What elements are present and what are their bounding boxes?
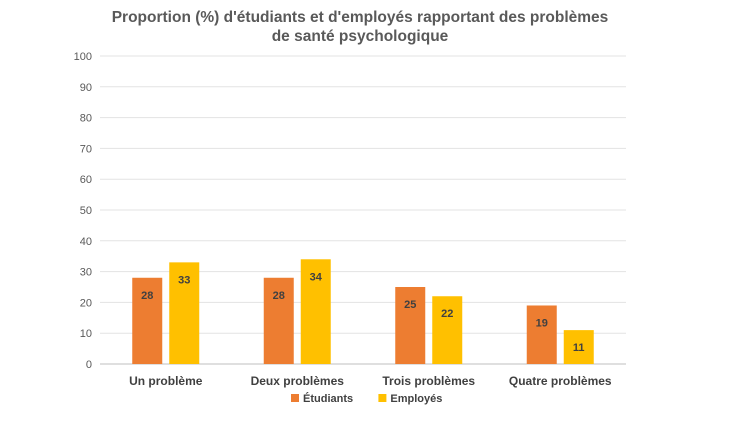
legend-swatch: [378, 394, 387, 402]
bar-employes: [563, 330, 594, 364]
y-tick-label: 30: [80, 267, 92, 279]
y-tick-label: 50: [80, 205, 92, 217]
chart-title: Proportion (%) d'étudiants et d'employés…: [100, 8, 620, 46]
data-label: 34: [310, 271, 323, 283]
legend-label: Employés: [390, 393, 442, 405]
bar-etudiants: [132, 277, 163, 364]
bar-employes: [169, 262, 200, 364]
data-label: 28: [141, 290, 153, 302]
x-tick-label: Quatre problèmes: [509, 374, 612, 388]
legend-swatch: [291, 394, 299, 402]
y-tick-label: 10: [80, 328, 92, 340]
data-label: 22: [441, 308, 453, 320]
y-tick-label: 70: [80, 143, 92, 155]
y-tick-label: 40: [80, 236, 92, 248]
data-labels: 28 33 28 34 25 22 19 11: [141, 271, 584, 354]
data-label: 19: [536, 317, 548, 329]
y-tick-label: 80: [80, 113, 92, 125]
y-tick-label: 0: [86, 359, 92, 371]
bar-etudiants: [526, 305, 557, 364]
y-tick-label: 90: [80, 82, 92, 94]
legend: Étudiants Employés: [291, 392, 442, 405]
x-tick-label: Un problème: [129, 374, 203, 388]
y-tick-label: 100: [74, 51, 92, 63]
x-tick-label: Deux problèmes: [251, 374, 345, 388]
bar-employes: [432, 296, 463, 364]
data-label: 28: [273, 290, 285, 302]
bars: [132, 259, 594, 364]
y-tick-label: 60: [80, 174, 92, 186]
bar-etudiants: [263, 277, 294, 364]
bar-employes: [300, 259, 331, 364]
data-label: 11: [573, 342, 585, 354]
y-tick-label: 20: [80, 297, 92, 309]
x-tick-label: Trois problèmes: [382, 374, 475, 388]
bar-etudiants: [395, 287, 426, 364]
legend-label: Étudiants: [303, 392, 353, 405]
chart-title-line-2: de santé psychologique: [271, 28, 449, 45]
data-label: 33: [178, 274, 190, 286]
data-label: 25: [404, 299, 416, 311]
chart-title-line-1: Proportion (%) d'étudiants et d'employés…: [111, 9, 609, 26]
y-axis-ticks: 0 10 20 30 40 50 60 70 80 90 100: [74, 51, 92, 371]
x-axis-ticks: Un problème Deux problèmes Trois problèmes…: [129, 374, 612, 388]
